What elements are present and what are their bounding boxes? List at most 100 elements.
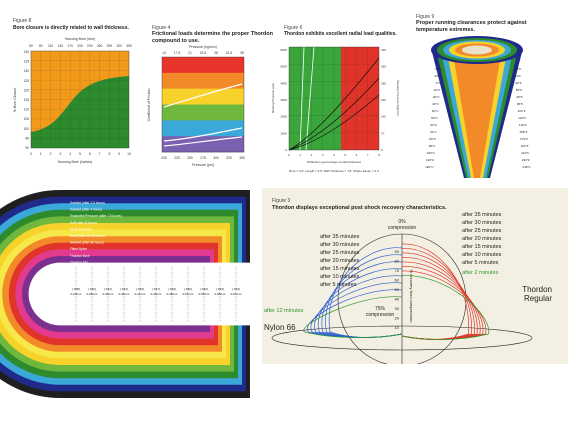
figure-6-y2-axis-label: Bearing Pressure (kg/cm²) (396, 80, 400, 115)
figure-3-right-time: after 15 minutes (462, 244, 502, 250)
figure-8-frame (30, 50, 130, 149)
figure-6-x-tick: 1 (299, 153, 301, 157)
figure-3-scale-tick: 70 (395, 268, 400, 273)
figure-3-thordon-curves (401, 243, 489, 340)
figure-9-right-label: 140°F (519, 123, 527, 127)
figure-8-top-tick: 230 (87, 44, 93, 48)
rainbow-bearing-legend-item: Swelled (after 36 hours) (70, 241, 104, 245)
rainbow-bearing-dim-label: 0.58mm (215, 292, 226, 296)
figure-4-band (162, 104, 244, 121)
figure-6-y-tick: 0 (285, 148, 287, 152)
figure-3-scale-tick: 90 (395, 249, 400, 254)
figure-8-top-tick: 290 (107, 44, 113, 48)
figure-9-left-label: 50°C (431, 116, 439, 120)
figure-9-right-label: -22°F (514, 67, 522, 71)
figure-3-left-time: after 5 minutes (320, 282, 357, 288)
figure-8-number: Figure 8 (13, 18, 32, 24)
figure-6-x-tick: 0 (288, 153, 290, 157)
figure-3-scale-tick: 60 (395, 278, 400, 283)
figure-3-axis-label: % recovery from compression (409, 270, 414, 323)
figure-4-number: Figure 4 (152, 25, 171, 31)
figure-3-left-times: after 35 minutes after 30 minutes after 25… (320, 234, 360, 288)
figure-6-y-tick: 5000 (280, 65, 287, 69)
figure-6-x-tick: 6 (356, 153, 358, 157)
figure-4-y-axis-label: Coefficient of Friction (147, 89, 151, 122)
rainbow-bearing-dim-label: 0.30mm (103, 292, 114, 296)
figure-9-right-label: 104°F (518, 109, 526, 113)
figure-8-y-tick: 115 (24, 98, 29, 102)
figure-8-y-tick: 95 (25, 136, 29, 140)
rainbow-bearing-dim-label: (.016) (136, 287, 144, 291)
figure-8-y-tick: 125 (23, 79, 29, 83)
figure-9-right-label: 86°F (517, 102, 524, 106)
figure-3-right-time: after 5 minutes (462, 260, 499, 266)
figure-6-y2-tick: 0 (381, 148, 383, 152)
figure-8-y-tick: 140 (23, 50, 29, 54)
rainbow-bearing-diagram: Swelled (after 2.5 hours) Swelled (after … (0, 190, 250, 398)
figure-6-y2-tick: 140 (381, 115, 386, 119)
figure-8-y-tick: 110 (24, 108, 29, 112)
figure-6-x-ticks: 0 1 2 3 4 5 6 7 8 (288, 153, 380, 157)
figure-4-bottom-tick: 225 (174, 156, 180, 160)
figure-4-bottom-tick: 250 (187, 156, 193, 160)
figure-8-bottom-tick: 5 (79, 152, 81, 156)
figure-8-bottom-ticks: 0 1 2 3 4 5 6 7 8 9 10 (30, 152, 131, 156)
figure-8-top-tick: 170 (67, 44, 73, 48)
figure-4-band (162, 72, 244, 89)
figure-3-75-label: 75% (375, 306, 386, 312)
figure-8-y-axis-label: % Bore Closure (13, 88, 17, 113)
figure-6-y2-tick: 210 (381, 98, 386, 102)
figure-9-cone (431, 36, 523, 178)
figure-9-right-label: 194°F (521, 144, 529, 148)
figure-9-right-label: 248°F (522, 165, 530, 169)
figure-8-top-tick: 110 (48, 44, 53, 48)
figure-3-number: Figure 3 (272, 198, 291, 204)
figure-4-top-axis-label: Pressure (kg/cm²) (189, 45, 217, 49)
rainbow-bearing-bands (0, 190, 250, 398)
figure-8-bottom-tick: 7 (99, 152, 101, 156)
figure-3-scale-tick: 20 (395, 316, 400, 321)
figure-3-left-time: after 20 minutes (320, 258, 360, 264)
figure-8-y-ticks: 140 135 130 125 120 115 110 105 100 95 90 (23, 50, 29, 150)
figure-8-y-tick: 105 (23, 117, 29, 121)
rainbow-bearing-dim-label: (.023) (216, 287, 224, 291)
figure-9-left-label: 0°C (436, 81, 442, 85)
figure-4-top-ticks: 14 17.5 21 24.5 28 31.5 35 (162, 51, 244, 55)
figure-9-left-label: 100°C (426, 151, 435, 155)
rainbow-bearing-legend: Swelled (after 2.5 hours) Swelled (after … (70, 201, 122, 271)
rainbow-bearing-legend-item: Built after (8 hours) (70, 221, 97, 225)
figure-3-left-time: after 25 minutes (320, 250, 360, 256)
figure-6-footer: Bore = 2.0" Length = 2.0" Wall Thickness… (289, 169, 379, 173)
figure-3-right-time: after 25 minutes (462, 228, 502, 234)
figure-9-chart: -30°C -10°C 0°C 10°C 20°C 30°C 40°C 50°C 60°C 70°… (425, 36, 531, 178)
figure-3-left-time: after 35 minutes (320, 234, 360, 240)
figure-3-scale: 90 80 70 60 50 40 30 20 10 (395, 249, 400, 330)
figure-3-nylon-curve (303, 296, 403, 338)
figure-4-top-tick: 35 (240, 51, 244, 55)
figure-8-bottom-tick: 9 (118, 152, 120, 156)
figure-9-right-label: 68°F (516, 95, 523, 99)
figure-6-curve-2 (288, 77, 380, 151)
figure-4-top-tick: 24.5 (200, 51, 207, 55)
figure-4-panel: Figure 4 Frictional loads determine the … (142, 0, 273, 178)
rainbow-bearing-dim-label: 0.48mm (167, 292, 178, 296)
rainbow-bearing-dim-label: 0.55mm (199, 292, 210, 296)
figure-9-left-label: 30°C (432, 102, 440, 106)
figure-9-left-label: 80°C (429, 137, 437, 141)
figure-3-right-time: after 10 minutes (462, 252, 502, 258)
figure-3-zero-compression-label: compression (388, 225, 417, 231)
figure-3-thordon-name-line-2: Regular (524, 294, 552, 303)
figure-3-left-time: after 15 minutes (320, 266, 360, 272)
rainbow-bearing-dim-label: (.024) (232, 287, 240, 291)
figure-8-top-ticks: 50 80 110 140 170 200 230 260 290 320 350 (29, 44, 132, 48)
figure-8-grid (31, 51, 129, 148)
figure-3-scale-tick: 30 (395, 306, 400, 311)
figure-6-y-tick: 3000 (280, 98, 287, 102)
figure-6-panel: Figure 6 Thordon exhibits excellent radi… (270, 0, 402, 178)
rainbow-bearing-dim-label: (.022) (200, 287, 208, 291)
figure-4-top-tick: 21 (188, 51, 192, 55)
figure-6-y2-tick: 280 (381, 81, 386, 85)
figure-4-title-line-2: compound to use. (152, 38, 200, 44)
figure-4-upper-curve (163, 83, 243, 108)
figure-4-bottom-tick: 275 (200, 156, 206, 160)
